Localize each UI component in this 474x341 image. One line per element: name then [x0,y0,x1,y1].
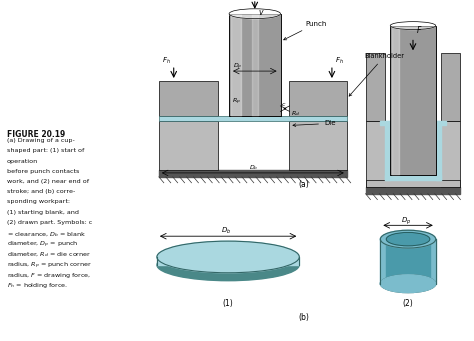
Text: Punch: Punch [283,20,327,40]
Text: Die: Die [293,120,336,127]
Bar [252,14,258,116]
Bar [385,175,441,180]
Bar [441,120,460,187]
Text: diameter, $R_d$ = die corner: diameter, $R_d$ = die corner [7,250,91,259]
Bar [290,120,347,170]
Ellipse shape [229,9,281,19]
Text: sponding workpart:: sponding workpart: [7,199,70,204]
Bar [436,120,441,180]
Text: (a): (a) [299,180,310,189]
Bar [365,180,460,187]
Bar [380,239,436,284]
Text: shaped part: (1) start of: shaped part: (1) start of [7,148,84,153]
Bar [441,53,460,120]
Ellipse shape [380,230,436,248]
Text: (1): (1) [223,299,234,308]
Ellipse shape [157,241,299,273]
Text: work, and (2) near end of: work, and (2) near end of [7,179,89,184]
Bar [159,116,347,120]
Text: $F$: $F$ [416,25,422,35]
Ellipse shape [386,233,430,246]
Text: diameter, $D_p$ = punch: diameter, $D_p$ = punch [7,240,78,250]
Ellipse shape [157,249,299,281]
Text: $D_b$: $D_b$ [221,226,231,236]
Bar [365,53,385,120]
Ellipse shape [380,275,436,293]
Text: (1) starting blank, and: (1) starting blank, and [7,210,79,214]
Bar [365,120,385,187]
Bar [157,257,299,265]
Text: = clearance, $D_b$ = blank: = clearance, $D_b$ = blank [7,230,86,239]
Bar [159,170,347,177]
Text: operation: operation [7,159,38,164]
Text: $R_p$: $R_p$ [232,97,241,107]
Bar [436,120,446,125]
Bar [380,120,390,125]
Text: $D_b$: $D_b$ [249,163,258,172]
Text: Blankholder: Blankholder [349,53,404,96]
Bar [390,26,436,175]
Bar [390,26,436,175]
Text: $F_h$: $F_h$ [162,56,171,66]
Text: $c$: $c$ [281,101,286,108]
Text: stroke; and (b) corre-: stroke; and (b) corre- [7,189,75,194]
Bar [229,14,281,116]
Text: FIGURE 20.19: FIGURE 20.19 [7,130,65,139]
Text: radius, $F$ = drawing force,: radius, $F$ = drawing force, [7,271,91,280]
Bar [231,14,241,116]
Bar [386,239,430,280]
Text: (2) drawn part. Symbols: c: (2) drawn part. Symbols: c [7,220,92,225]
Text: $F_h$ = holding force.: $F_h$ = holding force. [7,281,68,290]
Text: before punch contacts: before punch contacts [7,169,79,174]
Text: radius, $R_p$ = punch corner: radius, $R_p$ = punch corner [7,261,91,271]
Text: (b): (b) [299,313,310,322]
Text: $v$: $v$ [258,8,264,17]
Bar [229,14,281,116]
Ellipse shape [380,275,436,293]
Text: (a) Drawing of a cup-: (a) Drawing of a cup- [7,138,74,143]
Bar [159,120,218,170]
Bar [385,120,390,180]
Text: $D_p$: $D_p$ [401,215,411,226]
Ellipse shape [390,21,436,30]
Bar [365,187,460,194]
Bar [290,81,347,116]
Text: $D_p$: $D_p$ [233,62,242,72]
Bar [159,81,218,116]
Text: $R_d$: $R_d$ [292,109,301,118]
Text: $F_h$: $F_h$ [335,56,344,66]
Text: (2): (2) [403,299,413,308]
Bar [392,26,399,175]
